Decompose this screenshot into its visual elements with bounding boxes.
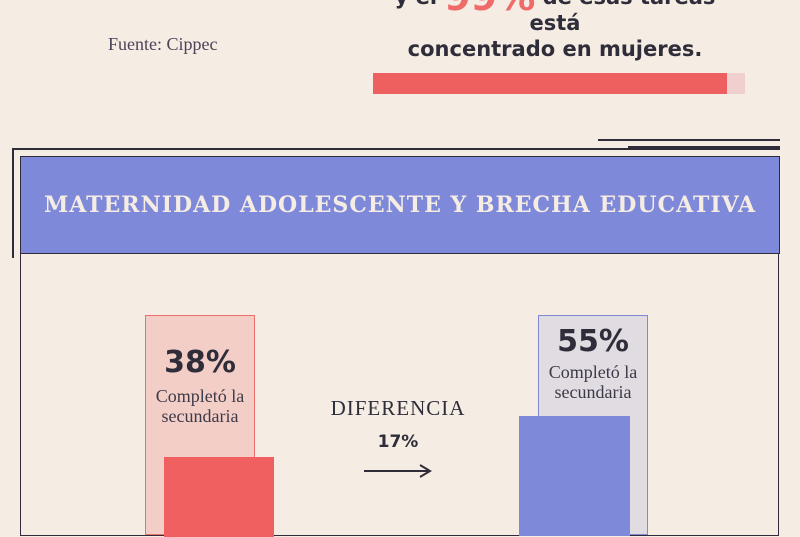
section-title: MATERNIDAD ADOLESCENTE Y BRECHA EDUCATIV… — [43, 192, 757, 218]
headline-prefix: y el — [395, 0, 445, 9]
left-label-line-1: Completó la — [155, 386, 245, 406]
left-label-line-2: secundaria — [161, 406, 239, 426]
source-label: Fuente: Cippec — [108, 34, 218, 54]
headline-line-1: y el 99% de esas tareas está — [370, 0, 740, 36]
headline-line-2: concentrado en mujeres. — [407, 37, 703, 61]
frame-thick-line — [628, 146, 780, 150]
left-label: Completó la secundaria — [145, 386, 255, 426]
arrow-right-icon — [364, 464, 432, 478]
headline: y el 99% de esas tareas está concentrado… — [370, 0, 740, 62]
frame-upper-line — [598, 139, 780, 141]
right-percentage: 55% — [557, 324, 629, 359]
section-banner: MATERNIDAD ADOLESCENTE Y BRECHA EDUCATIV… — [20, 156, 780, 254]
headline-progress-bar — [373, 73, 745, 94]
difference-title: DIFERENCIA — [330, 396, 466, 420]
frame-top-line — [12, 148, 780, 150]
right-label-line-2: secundaria — [554, 382, 632, 402]
difference-value: 17% — [377, 432, 419, 452]
right-label-line-1: Completó la — [548, 362, 638, 382]
left-percentage: 38% — [164, 345, 236, 380]
right-label: Completó la secundaria — [538, 362, 648, 402]
frame-left-line — [12, 148, 14, 258]
right-bar — [519, 416, 630, 536]
headline-suffix: de esas tareas está — [529, 0, 716, 35]
headline-progress-fill — [373, 73, 728, 94]
left-bar — [164, 457, 274, 537]
headline-highlight: 99% — [444, 0, 535, 19]
